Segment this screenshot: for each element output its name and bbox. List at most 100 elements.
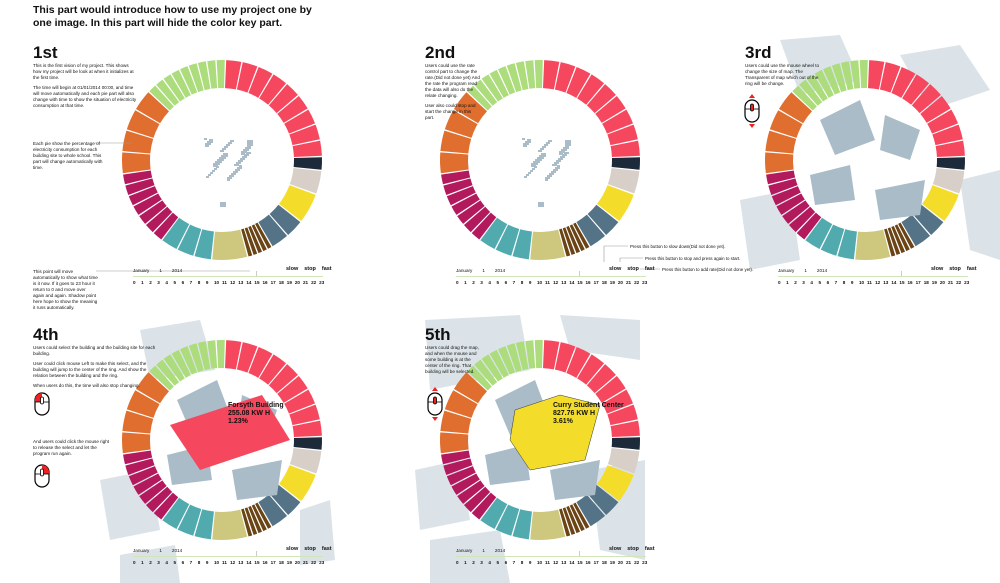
map-building[interactable]: [485, 445, 530, 485]
hour-tick[interactable]: 6: [826, 280, 830, 285]
ring-segment-teal[interactable]: [162, 497, 190, 530]
hour-tick[interactable]: 20: [294, 280, 300, 285]
ring-segment-green[interactable]: [489, 349, 509, 378]
hour-tick[interactable]: 12: [553, 560, 559, 565]
ring-segment-red[interactable]: [292, 420, 322, 437]
ring-segment-brown[interactable]: [241, 508, 253, 537]
ring-segment-magenta[interactable]: [789, 206, 816, 233]
ring-segment-green[interactable]: [814, 69, 834, 98]
ring-segment-teal[interactable]: [495, 224, 520, 256]
ring-segment-slate[interactable]: [269, 204, 301, 236]
hour-tick[interactable]: 20: [617, 280, 623, 285]
selected-building[interactable]: [170, 395, 290, 470]
hour-tick[interactable]: 14: [891, 280, 897, 285]
hour-tick[interactable]: 13: [561, 280, 567, 285]
ring-segment-orange[interactable]: [440, 130, 472, 154]
ring-segment-green[interactable]: [481, 354, 503, 382]
ring-segment-red[interactable]: [935, 140, 965, 157]
hour-tick[interactable]: 7: [512, 560, 516, 565]
map-building[interactable]: [236, 162, 241, 164]
ring-segment-slate[interactable]: [258, 494, 288, 527]
slow-button[interactable]: slow: [609, 546, 622, 552]
ring-segment-brown[interactable]: [573, 502, 590, 529]
hour-tick[interactable]: 22: [634, 560, 640, 565]
hour-tick[interactable]: 9: [528, 560, 532, 565]
map-building[interactable]: [120, 545, 180, 583]
ring-segment-green[interactable]: [506, 343, 522, 373]
ring-segment-green[interactable]: [489, 69, 509, 98]
map-building[interactable]: [231, 173, 234, 177]
fast-button[interactable]: fast: [644, 266, 655, 272]
ring-segment-khaki[interactable]: [212, 229, 248, 260]
map-building[interactable]: [810, 165, 855, 205]
hour-tick[interactable]: 17: [593, 280, 599, 285]
hour-tick[interactable]: 5: [173, 560, 177, 565]
ring-segment-red[interactable]: [595, 95, 626, 123]
map-building[interactable]: [538, 150, 542, 152]
map-building[interactable]: [551, 171, 554, 175]
ring-segment-green[interactable]: [163, 74, 185, 102]
hour-tick[interactable]: 8: [197, 280, 201, 285]
ring-segment-red[interactable]: [268, 84, 298, 114]
ring-segment-brown[interactable]: [248, 505, 263, 534]
map-building[interactable]: [300, 500, 335, 565]
ring-segment-magenta[interactable]: [146, 206, 173, 233]
map-building[interactable]: [532, 168, 535, 170]
ring-segment-brown[interactable]: [244, 227, 258, 255]
map-building[interactable]: [556, 160, 561, 162]
stop-button[interactable]: stop: [627, 546, 639, 552]
ring-segment-orange[interactable]: [122, 432, 151, 454]
map-building[interactable]: [541, 153, 546, 157]
hour-tick[interactable]: 1: [464, 280, 467, 285]
map-building[interactable]: [542, 146, 546, 148]
ring-segment-green[interactable]: [467, 85, 492, 111]
hour-tick[interactable]: 8: [197, 560, 201, 565]
map-building[interactable]: [875, 180, 925, 220]
ring-segment-brown[interactable]: [566, 225, 581, 254]
ring-segment-green[interactable]: [149, 365, 174, 391]
ring-segment-brown[interactable]: [559, 228, 571, 257]
ring-segment-magenta[interactable]: [139, 200, 167, 224]
map-building[interactable]: [237, 167, 240, 171]
ring-segment-green[interactable]: [207, 340, 218, 369]
ring-segment-orange[interactable]: [122, 410, 154, 434]
ring-segment-green[interactable]: [506, 63, 522, 93]
map-building[interactable]: [226, 144, 230, 146]
hour-tick[interactable]: 0: [133, 280, 136, 285]
hour-tick[interactable]: 6: [504, 280, 508, 285]
map-building[interactable]: [544, 144, 548, 146]
ring-segment-green[interactable]: [180, 66, 198, 95]
ring-segment-magenta[interactable]: [443, 458, 473, 475]
map-building[interactable]: [557, 165, 560, 169]
map-building[interactable]: [233, 171, 236, 175]
ring-segment-red[interactable]: [236, 342, 258, 373]
ring-segment-brown[interactable]: [573, 222, 590, 249]
ring-segment-beige[interactable]: [607, 448, 640, 474]
map-building[interactable]: [206, 176, 209, 178]
ring-segment-green[interactable]: [216, 60, 225, 89]
ring-segment-green[interactable]: [823, 66, 841, 95]
ring-segment-orange[interactable]: [122, 130, 154, 154]
hour-tick[interactable]: 0: [456, 560, 459, 565]
hour-tick[interactable]: 19: [609, 280, 615, 285]
ring-segment-orange[interactable]: [126, 110, 160, 138]
hour-tick[interactable]: 4: [810, 280, 813, 285]
hour-tick[interactable]: 6: [504, 560, 508, 565]
hour-tick[interactable]: 18: [601, 280, 607, 285]
hour-tick[interactable]: 4: [488, 280, 491, 285]
map-building[interactable]: [565, 145, 569, 149]
ring-segment-brown[interactable]: [569, 504, 585, 532]
ring-segment-teal[interactable]: [512, 509, 532, 540]
hour-tick[interactable]: 12: [230, 280, 236, 285]
hour-tick[interactable]: 3: [157, 280, 160, 285]
hour-tick[interactable]: 11: [222, 560, 227, 565]
ring-segment-beige[interactable]: [607, 168, 640, 194]
ring-segment-yellow[interactable]: [279, 185, 316, 222]
ring-segment-red[interactable]: [543, 340, 560, 370]
ring-segment-magenta[interactable]: [153, 212, 179, 240]
map-building[interactable]: [238, 160, 243, 162]
hour-tick[interactable]: 1: [141, 560, 144, 565]
ring-segment-red[interactable]: [891, 66, 916, 98]
map-building[interactable]: [564, 152, 569, 154]
ring-segment-red[interactable]: [554, 62, 576, 93]
